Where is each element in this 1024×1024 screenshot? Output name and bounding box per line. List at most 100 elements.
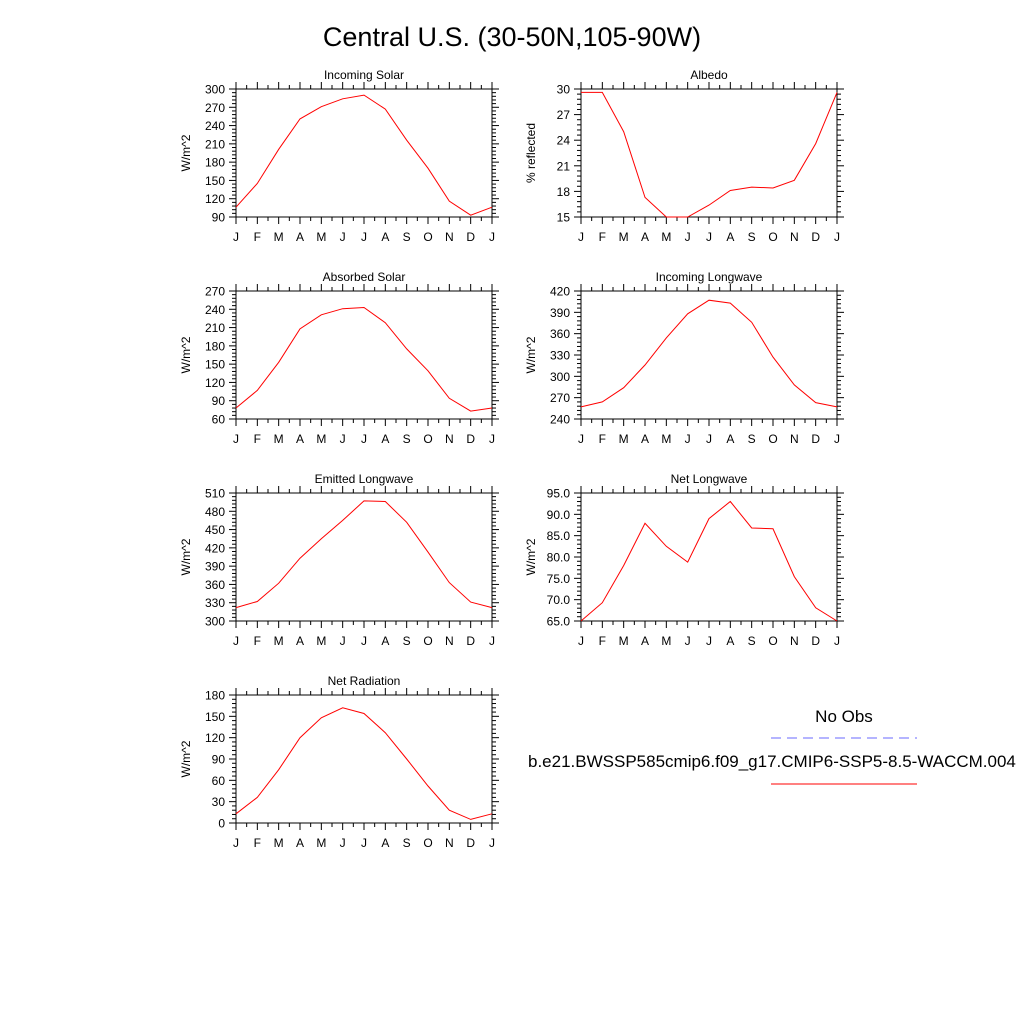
data-point <box>363 712 365 714</box>
x-tick-label: A <box>726 432 734 446</box>
y-tick-label: 240 <box>550 413 570 427</box>
data-point <box>427 370 429 372</box>
y-tick-label: 95.0 <box>547 487 571 501</box>
y-tick-label: 210 <box>205 137 225 151</box>
data-point <box>384 108 386 110</box>
x-tick-label: M <box>619 432 629 446</box>
data-point <box>729 302 731 304</box>
data-point <box>469 410 471 412</box>
x-tick-label: F <box>254 230 261 244</box>
data-point <box>793 575 795 577</box>
y-tick-label: 75.0 <box>547 572 571 586</box>
data-point <box>256 600 258 602</box>
data-point <box>448 809 450 811</box>
data-point <box>427 785 429 787</box>
data-point <box>580 91 582 93</box>
y-tick-label: 90 <box>212 753 226 767</box>
series-line <box>235 306 493 412</box>
data-point <box>405 521 407 523</box>
series-line <box>580 299 838 408</box>
data-point <box>256 389 258 391</box>
x-tick-label: A <box>726 230 734 244</box>
y-tick-label: 90 <box>212 394 226 408</box>
x-tick-label: J <box>489 634 495 648</box>
x-tick-label: A <box>726 634 734 648</box>
y-tick-label: 510 <box>205 487 225 501</box>
x-tick-label: S <box>748 432 756 446</box>
x-tick-label: J <box>489 230 495 244</box>
x-tick-label: O <box>768 432 777 446</box>
y-tick-label: 420 <box>550 285 570 299</box>
data-point <box>299 118 301 120</box>
y-tick-label: 120 <box>205 731 225 745</box>
x-tick-label: J <box>340 634 346 648</box>
x-tick-label: F <box>599 634 606 648</box>
data-point <box>686 561 688 563</box>
data-point <box>384 500 386 502</box>
x-tick-label: A <box>381 432 389 446</box>
y-tick-label: 270 <box>205 285 225 299</box>
panel-title: Net Longwave <box>671 472 748 486</box>
data-point <box>363 500 365 502</box>
plot-frame <box>580 492 838 622</box>
y-tick-label: 90.0 <box>547 508 571 522</box>
plot-frame <box>235 492 493 622</box>
x-tick-label: J <box>233 230 239 244</box>
data-point <box>341 707 343 709</box>
x-tick-label: M <box>661 634 671 648</box>
data-point <box>405 139 407 141</box>
data-point <box>469 601 471 603</box>
data-point <box>708 517 710 519</box>
data-point <box>772 528 774 530</box>
y-tick-label: 120 <box>205 192 225 206</box>
y-tick-label: 65.0 <box>547 615 571 629</box>
x-tick-label: D <box>466 836 475 850</box>
y-axis-label: W/m^2 <box>524 538 538 575</box>
x-tick-label: M <box>661 230 671 244</box>
data-point <box>772 187 774 189</box>
data-point <box>622 130 624 132</box>
x-tick-label: J <box>578 634 584 648</box>
data-point <box>320 717 322 719</box>
y-tick-label: 27 <box>557 108 571 122</box>
data-point <box>448 397 450 399</box>
data-point <box>256 796 258 798</box>
y-tick-label: 70.0 <box>547 593 571 607</box>
x-tick-label: N <box>790 634 799 648</box>
series-line <box>235 707 493 820</box>
data-point <box>384 731 386 733</box>
y-tick-label: 210 <box>205 321 225 335</box>
x-tick-label: J <box>578 432 584 446</box>
data-point <box>320 105 322 107</box>
x-tick-label: J <box>578 230 584 244</box>
data-point <box>622 387 624 389</box>
data-point <box>405 758 407 760</box>
x-tick-label: J <box>706 230 712 244</box>
data-point <box>491 813 493 815</box>
x-tick-label: M <box>619 230 629 244</box>
x-tick-label: N <box>445 432 454 446</box>
x-tick-label: J <box>361 230 367 244</box>
y-tick-label: 80.0 <box>547 551 571 565</box>
x-tick-label: J <box>685 230 691 244</box>
x-tick-label: M <box>274 230 284 244</box>
x-tick-label: A <box>641 634 649 648</box>
y-tick-label: 180 <box>205 156 225 170</box>
y-tick-label: 390 <box>550 306 570 320</box>
data-point <box>686 313 688 315</box>
data-point <box>491 407 493 409</box>
x-tick-label: O <box>423 230 432 244</box>
x-tick-label: J <box>361 432 367 446</box>
data-point <box>793 179 795 181</box>
series-line <box>235 500 493 609</box>
y-tick-label: 85.0 <box>547 529 571 543</box>
data-point <box>814 607 816 609</box>
x-tick-label: N <box>790 432 799 446</box>
data-point <box>644 522 646 524</box>
x-tick-label: M <box>316 836 326 850</box>
x-tick-label: F <box>599 230 606 244</box>
panel-title: Incoming Solar <box>324 68 404 82</box>
y-tick-label: 90 <box>212 211 226 225</box>
x-tick-label: O <box>423 432 432 446</box>
